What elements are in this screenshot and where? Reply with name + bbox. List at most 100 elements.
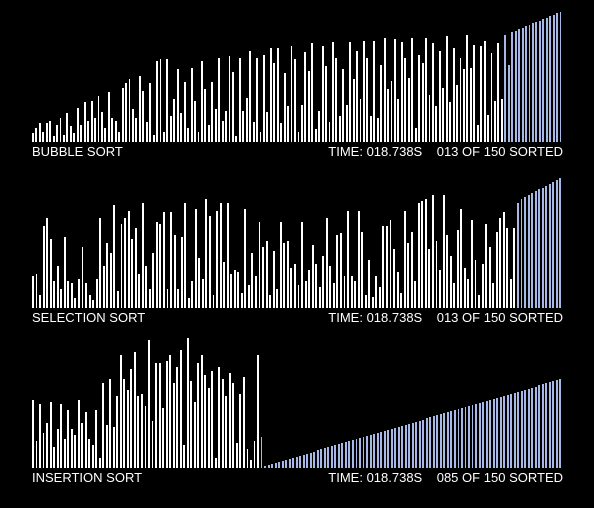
bar (46, 422, 48, 468)
bar (35, 441, 38, 468)
bar (559, 379, 562, 468)
time-value: 018.738S (366, 144, 423, 159)
bar (308, 269, 311, 308)
bar (127, 210, 130, 308)
bar (504, 34, 507, 142)
bar (518, 29, 521, 142)
bar (421, 63, 424, 142)
bar (350, 275, 353, 308)
bar (538, 20, 541, 142)
bar (76, 107, 79, 142)
bar (411, 37, 414, 142)
bar (211, 371, 214, 468)
bar (432, 416, 435, 468)
bar (280, 123, 283, 142)
bar (287, 106, 290, 142)
bar (249, 50, 252, 142)
bar (407, 243, 410, 308)
bar (445, 36, 448, 142)
total-count: 150 (483, 310, 506, 325)
bar (53, 281, 56, 308)
bar (331, 42, 334, 142)
bar (410, 231, 413, 308)
sorted-count: 085 (436, 470, 459, 485)
bar (373, 40, 376, 142)
bar (545, 383, 548, 468)
bar (400, 42, 403, 142)
bar (252, 122, 255, 142)
bar (91, 445, 94, 468)
bar (256, 57, 258, 142)
bar (131, 239, 134, 308)
bar (556, 13, 558, 142)
bar (422, 419, 425, 468)
bar (106, 243, 109, 308)
bar (332, 283, 335, 308)
bar (415, 421, 418, 468)
bar (116, 395, 119, 468)
bar (534, 386, 537, 468)
bar (260, 437, 263, 468)
bar (309, 452, 312, 468)
bar (552, 181, 555, 308)
bar (155, 221, 158, 308)
bar (186, 338, 189, 468)
bar (509, 279, 512, 308)
bar (313, 451, 316, 468)
bar (172, 383, 175, 468)
bar (354, 281, 357, 308)
bar (452, 47, 455, 142)
bar (32, 133, 34, 142)
bar (73, 133, 76, 142)
bar (488, 246, 491, 308)
bar (438, 50, 441, 142)
bar (347, 210, 349, 308)
bar (464, 407, 467, 468)
bar (265, 241, 268, 308)
bar (471, 405, 474, 468)
bar (230, 273, 233, 308)
bar (403, 210, 406, 308)
bar (169, 354, 172, 468)
bar (468, 406, 470, 468)
bar (214, 109, 217, 142)
bar (439, 414, 442, 468)
bar (355, 439, 358, 468)
bar (85, 283, 88, 308)
bar (184, 202, 187, 308)
bar (325, 66, 327, 142)
bar (95, 279, 98, 308)
bar (219, 202, 222, 308)
bar (453, 410, 456, 468)
bar (520, 199, 523, 308)
bar (528, 24, 531, 142)
bar (126, 389, 129, 468)
bar (81, 422, 84, 468)
bar (59, 117, 62, 142)
bar (32, 275, 34, 308)
bar (414, 281, 417, 308)
bar (90, 100, 93, 142)
bar (390, 80, 393, 142)
bar (145, 265, 148, 308)
bar (255, 275, 257, 308)
bar (151, 420, 154, 468)
bar (428, 94, 431, 142)
time-value: 018.738S (366, 470, 423, 485)
bar (369, 116, 372, 142)
bar (180, 113, 183, 142)
bar (141, 202, 144, 308)
bar (242, 110, 245, 142)
bar (232, 383, 235, 468)
bar (162, 212, 165, 308)
bar (276, 288, 279, 308)
bar (469, 67, 472, 142)
bar (425, 418, 428, 468)
algorithm-name: BUBBLE SORT (32, 144, 123, 159)
bar (269, 47, 272, 142)
bar (335, 57, 338, 142)
bar (513, 392, 516, 468)
bar (307, 70, 310, 142)
bar (502, 212, 505, 308)
bar (524, 197, 526, 308)
